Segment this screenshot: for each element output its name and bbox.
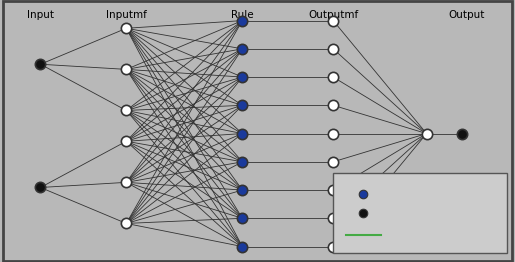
Point (422, 132, 431, 136)
Text: Output: Output (449, 10, 485, 20)
Text: And: And (397, 189, 415, 198)
Point (238, 103, 247, 107)
Point (122, 67, 130, 72)
Point (238, 75, 247, 79)
Point (329, 103, 337, 107)
Point (238, 188, 247, 192)
Point (122, 221, 130, 226)
Point (329, 216, 337, 220)
Point (122, 26, 130, 30)
Point (122, 180, 130, 184)
Text: Inputmf: Inputmf (106, 10, 147, 20)
Point (238, 160, 247, 164)
Point (329, 244, 337, 249)
Point (329, 188, 337, 192)
Point (238, 47, 247, 51)
Point (238, 132, 247, 136)
Text: Rule: Rule (231, 10, 254, 20)
Text: Outputmf: Outputmf (308, 10, 358, 20)
Point (37, 62, 45, 66)
Text: Not: Not (397, 230, 413, 239)
FancyBboxPatch shape (333, 173, 507, 253)
Text: Or: Or (397, 209, 408, 218)
Point (122, 139, 130, 143)
Text: Input: Input (27, 10, 54, 20)
Point (329, 19, 337, 23)
Point (359, 192, 368, 196)
Point (458, 132, 466, 136)
Point (359, 211, 368, 215)
Point (37, 185, 45, 190)
Point (329, 132, 337, 136)
Point (329, 75, 337, 79)
Point (238, 244, 247, 249)
Point (238, 19, 247, 23)
Point (238, 216, 247, 220)
Point (329, 160, 337, 164)
Point (122, 108, 130, 113)
Point (329, 47, 337, 51)
